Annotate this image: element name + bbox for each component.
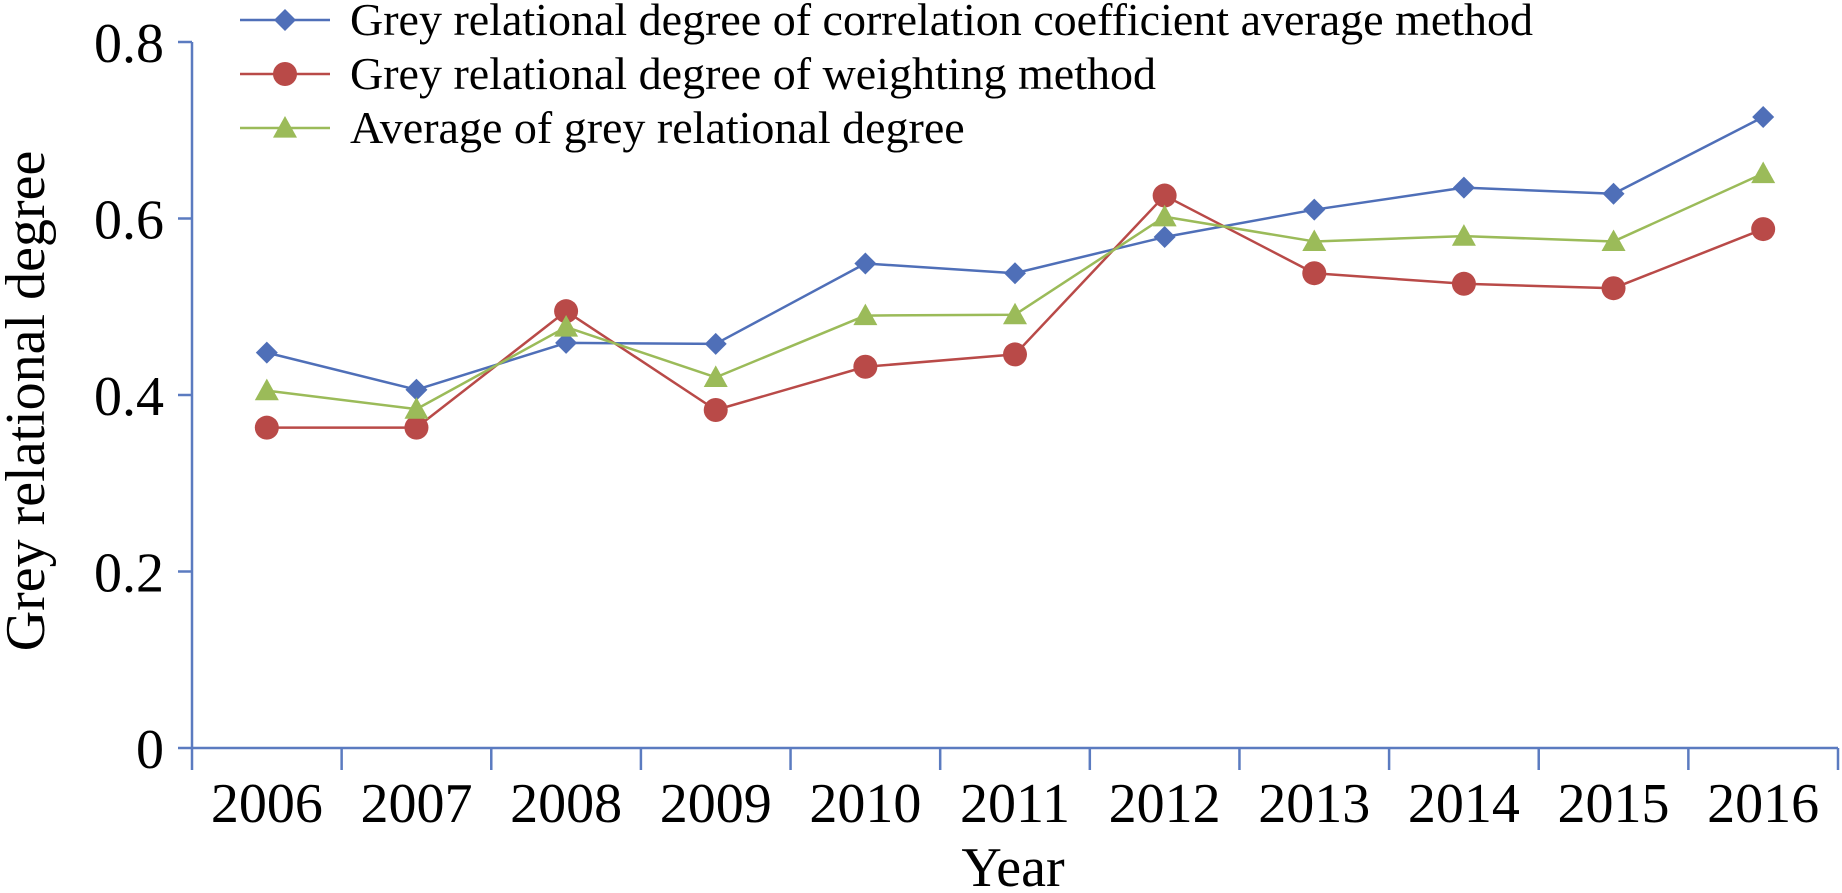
- x-ticks: 2006 2007 2008 2009 2010 2011 2012 2013 2014 2015…: [190, 748, 1840, 835]
- legend-marker: [274, 9, 296, 31]
- y-tick-label: 0.2: [94, 543, 164, 605]
- y-tick-label: 0.4: [94, 366, 164, 428]
- data-point: [1004, 262, 1026, 285]
- data-point: [254, 378, 279, 401]
- y-tick-label: 0: [136, 719, 164, 781]
- data-point: [1152, 204, 1177, 227]
- y-tick-label: 0.6: [94, 190, 164, 252]
- data-point: [853, 354, 878, 379]
- legend-item: Grey relational degree of correlation co…: [240, 0, 1533, 45]
- data-point: [853, 303, 878, 326]
- y-axis-title: Grey relational degree: [0, 151, 57, 652]
- data-point: [1153, 226, 1176, 249]
- data-point: [1451, 271, 1476, 296]
- data-point: [1451, 224, 1476, 246]
- x-tick-label: 2006: [211, 773, 323, 835]
- x-tick-label: 2016: [1707, 773, 1819, 835]
- data-point: [404, 397, 429, 419]
- data-point: [1152, 183, 1177, 208]
- data-point: [405, 378, 428, 401]
- x-tick-label: 2007: [360, 773, 472, 835]
- data-point: [1751, 161, 1776, 184]
- legend-marker: [273, 116, 297, 138]
- data-point: [404, 415, 429, 440]
- data-point: [255, 341, 278, 364]
- series-1: [255, 106, 1775, 401]
- data-point: [854, 252, 877, 275]
- series-line: [266, 172, 1764, 411]
- legend-item: Average of grey relational degree: [240, 102, 965, 153]
- data-point: [554, 315, 579, 337]
- series-3: [254, 161, 1776, 419]
- data-point: [1601, 276, 1626, 301]
- x-tick-label: 2013: [1258, 773, 1370, 835]
- data-point: [1302, 261, 1327, 286]
- legend: Grey relational degree of correlation co…: [240, 0, 1533, 153]
- data-point: [1602, 182, 1625, 205]
- x-tick-label: 2010: [809, 773, 921, 835]
- data-point: [1302, 229, 1327, 252]
- data-point: [703, 365, 728, 387]
- data-point: [1003, 342, 1027, 367]
- chart-axes: 00.20.40.60.8 2006 2007 2008 2009 2010 2011 20…: [94, 13, 1840, 835]
- legend-label: Grey relational degree of correlation co…: [350, 0, 1533, 45]
- legend-item: Grey relational degree of weighting meth…: [240, 48, 1156, 99]
- y-tick-label: 0.8: [94, 13, 164, 75]
- data-point: [1751, 217, 1776, 242]
- data-point: [704, 332, 727, 355]
- legend-label: Average of grey relational degree: [350, 102, 965, 153]
- data-point: [555, 331, 578, 354]
- legend-marker: [273, 62, 297, 86]
- x-tick-label: 2012: [1109, 773, 1221, 835]
- data-point: [1303, 198, 1326, 221]
- data-point: [254, 415, 279, 440]
- data-point: [1752, 106, 1775, 129]
- x-tick-label: 2015: [1558, 773, 1670, 835]
- x-axis-title: Year: [961, 837, 1065, 893]
- data-point: [1452, 176, 1475, 199]
- data-point: [1003, 302, 1027, 325]
- legend-label: Grey relational degree of weighting meth…: [350, 48, 1156, 99]
- x-tick-label: 2011: [960, 773, 1070, 835]
- x-tick-label: 2008: [510, 773, 622, 835]
- data-point: [1601, 229, 1626, 252]
- x-tick-label: 2014: [1408, 773, 1520, 835]
- data-point: [554, 299, 579, 324]
- y-ticks: 0 0.2 0.4 0.6 0.8: [94, 13, 192, 781]
- data-point: [703, 398, 728, 423]
- series-layer: [254, 106, 1776, 440]
- x-tick-label: 2009: [660, 773, 772, 835]
- series-2: [254, 183, 1776, 440]
